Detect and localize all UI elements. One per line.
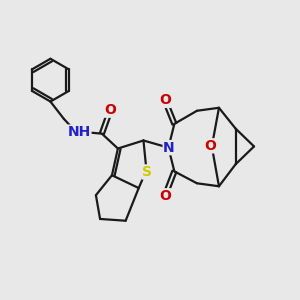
Text: O: O <box>159 93 171 107</box>
Text: NH: NH <box>68 125 91 139</box>
Text: S: S <box>142 165 152 179</box>
Text: N: N <box>163 141 175 154</box>
Text: O: O <box>204 139 216 153</box>
Text: O: O <box>159 189 171 203</box>
Text: O: O <box>104 103 116 117</box>
